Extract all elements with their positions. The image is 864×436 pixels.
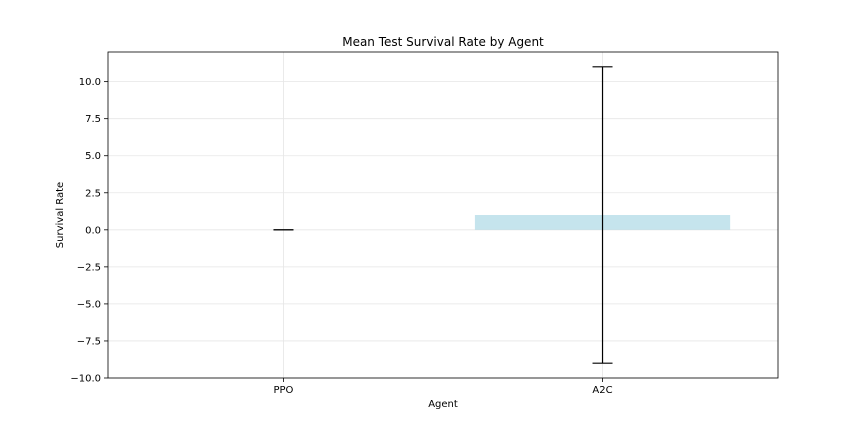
y-axis-label: Survival Rate <box>55 182 66 248</box>
y-tick-label: 5.0 <box>85 151 101 162</box>
y-tick-label: 10.0 <box>79 77 101 88</box>
error-bars <box>273 66 613 364</box>
y-axis-ticks: −10.0 −7.5 −5.0 −2.5 0.0 2.5 5.0 7.5 10.0 <box>70 77 108 385</box>
x-axis-ticks: PPO A2C <box>274 378 613 396</box>
chart-title: Mean Test Survival Rate by Agent <box>342 35 544 49</box>
x-tick-label: A2C <box>592 385 612 396</box>
y-tick-label: −2.5 <box>77 262 101 273</box>
y-tick-label: 0.0 <box>85 225 101 236</box>
y-tick-label: 7.5 <box>85 114 101 125</box>
y-tick-label: −7.5 <box>77 336 101 347</box>
y-tick-label: −5.0 <box>77 299 101 310</box>
x-tick-label: PPO <box>274 385 294 396</box>
plot-frame <box>107 51 779 379</box>
y-tick-label: 2.5 <box>85 188 101 199</box>
y-tick-label: −10.0 <box>70 374 101 385</box>
x-axis-label: Agent <box>428 399 458 410</box>
